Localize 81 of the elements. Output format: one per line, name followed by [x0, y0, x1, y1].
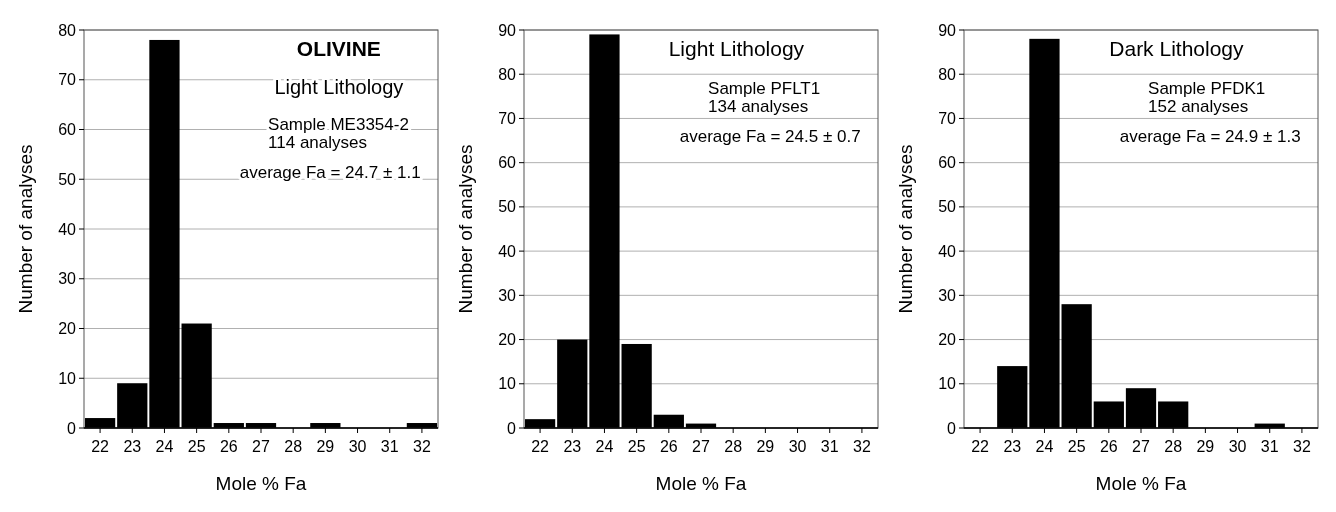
x-tick-label: 28: [284, 438, 303, 455]
y-tick-label: 50: [58, 170, 77, 188]
x-tick-label: 30: [788, 438, 807, 455]
x-tick-label: 32: [413, 438, 431, 455]
x-tick-label: 29: [756, 438, 775, 455]
chart-title: OLIVINE: [296, 37, 381, 60]
annotation: average Fa = 24.9 ± 1.3: [1119, 127, 1301, 146]
x-tick-label: 25: [627, 438, 646, 455]
y-tick-label: 90: [498, 21, 517, 39]
x-tick-label: 27: [692, 438, 710, 455]
x-tick-label: 23: [123, 438, 142, 455]
y-tick-label: 10: [938, 375, 957, 393]
y-tick-label: 60: [938, 154, 957, 172]
y-tick-label: 10: [498, 375, 517, 393]
x-tick-label: 32: [1293, 438, 1311, 455]
x-tick-label: 24: [1035, 438, 1054, 455]
annotation: 134 analyses: [708, 97, 809, 116]
y-tick-label: 40: [58, 220, 77, 238]
y-tick-label: 0: [67, 419, 77, 437]
x-tick-label: 22: [971, 438, 990, 455]
y-tick-label: 70: [58, 71, 77, 89]
x-tick-label: 24: [155, 438, 174, 455]
y-tick-label: 30: [498, 286, 517, 304]
y-tick-label: 20: [58, 320, 77, 338]
x-axis-title: Mole % Fa: [1095, 473, 1187, 494]
y-tick-label: 20: [498, 331, 517, 349]
y-tick-label: 70: [938, 110, 957, 128]
y-tick-label: 20: [938, 331, 957, 349]
y-tick-label: 50: [498, 198, 517, 216]
y-axis-title: Number of analyses: [15, 144, 36, 314]
x-tick-label: 28: [1164, 438, 1183, 455]
text: Light Lithology: [274, 76, 404, 98]
y-tick-label: 30: [938, 286, 957, 304]
annotation: Sample PFLT1: [708, 79, 821, 98]
x-tick-label: 32: [853, 438, 871, 455]
x-tick-label: 23: [1003, 438, 1022, 455]
y-tick-label: 80: [498, 65, 517, 83]
annotation: average Fa = 24.5 ± 0.7: [679, 127, 861, 146]
x-axis-title: Mole % Fa: [655, 473, 747, 494]
y-tick-label: 40: [938, 242, 957, 260]
y-tick-label: 60: [498, 154, 517, 172]
x-tick-label: 29: [316, 438, 335, 455]
y-tick-label: 80: [938, 65, 957, 83]
x-tick-label: 31: [820, 438, 839, 455]
x-tick-label: 27: [1132, 438, 1150, 455]
x-tick-label: 23: [563, 438, 582, 455]
y-tick-label: 0: [947, 419, 957, 437]
x-tick-label: 29: [1196, 438, 1215, 455]
y-tick-label: 90: [938, 21, 957, 39]
x-tick-label: 30: [1228, 438, 1247, 455]
x-tick-label: 27: [252, 438, 270, 455]
chart-title: Dark Lithology: [1109, 37, 1245, 60]
annotation: 152 analyses: [1148, 97, 1249, 116]
x-tick-label: 25: [1067, 438, 1086, 455]
annotation: Sample ME3354-2: [268, 115, 409, 134]
x-tick-label: 28: [724, 438, 743, 455]
x-tick-label: 26: [219, 438, 238, 455]
x-tick-label: 26: [1099, 438, 1118, 455]
y-tick-label: 40: [498, 242, 517, 260]
annotation: Sample PFDK1: [1148, 79, 1266, 98]
x-tick-label: 30: [348, 438, 367, 455]
y-tick-label: 80: [58, 21, 77, 39]
y-axis-title: Number of analyses: [455, 144, 476, 314]
y-tick-label: 30: [58, 270, 77, 288]
x-axis-title: Mole % Fa: [215, 473, 307, 494]
annotation: 114 analyses: [268, 133, 367, 152]
x-tick-label: 31: [1260, 438, 1279, 455]
x-tick-label: 22: [531, 438, 550, 455]
y-tick-label: 60: [58, 121, 77, 139]
y-tick-label: 10: [58, 369, 77, 387]
annotation: average Fa = 24.7 ± 1.1: [239, 163, 421, 182]
chart-title: Light Lithology: [668, 37, 805, 60]
x-tick-label: 22: [91, 438, 110, 455]
y-tick-label: 0: [507, 419, 517, 437]
x-tick-label: 25: [187, 438, 206, 455]
x-tick-label: 26: [659, 438, 678, 455]
x-tick-label: 31: [380, 438, 399, 455]
y-axis-title: Number of analyses: [895, 144, 916, 314]
y-tick-label: 70: [498, 110, 517, 128]
y-tick-label: 50: [938, 198, 957, 216]
x-tick-label: 24: [595, 438, 614, 455]
